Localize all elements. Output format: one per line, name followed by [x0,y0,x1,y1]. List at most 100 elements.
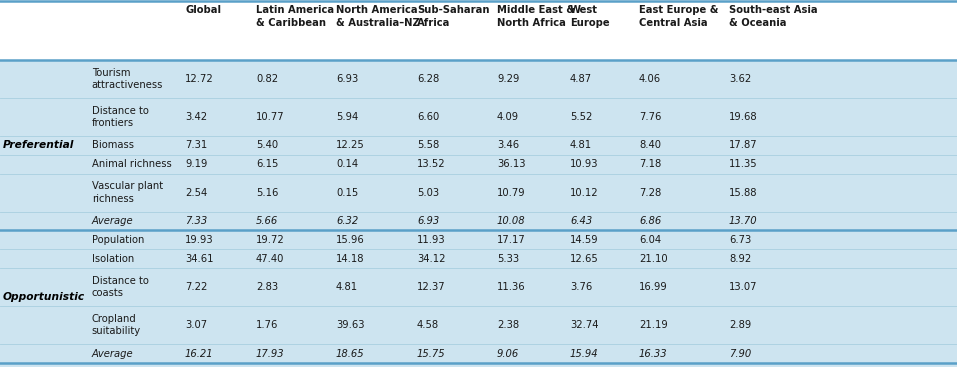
Text: 11.93: 11.93 [417,235,446,245]
Bar [0,0,957,60]
Text: Population: Population [92,235,145,245]
Text: 13.70: 13.70 [729,216,758,226]
Text: 11.36: 11.36 [497,282,525,292]
Text: 13.07: 13.07 [729,282,758,292]
Text: 9.06: 9.06 [497,349,520,359]
Text: 5.16: 5.16 [256,188,278,197]
Text: 7.28: 7.28 [639,188,661,197]
Text: South-east Asia
& Oceania: South-east Asia & Oceania [729,5,817,28]
Text: 3.62: 3.62 [729,74,751,84]
Text: 3.42: 3.42 [185,112,207,122]
Text: 5.66: 5.66 [256,216,278,226]
Text: 4.06: 4.06 [639,74,661,84]
Text: 8.40: 8.40 [639,140,661,150]
Text: 12.37: 12.37 [417,282,446,292]
Text: 7.22: 7.22 [185,282,208,292]
Text: 47.40: 47.40 [256,254,284,264]
Text: Distance to
coasts: Distance to coasts [92,276,148,298]
Text: 17.87: 17.87 [729,140,758,150]
Text: 12.65: 12.65 [570,254,599,264]
Text: 19.93: 19.93 [185,235,213,245]
Bar [0,60,957,367]
Text: 9.19: 9.19 [185,159,208,169]
Text: 10.77: 10.77 [256,112,284,122]
Text: 5.94: 5.94 [336,112,358,122]
Text: 19.68: 19.68 [729,112,758,122]
Text: Sub-Saharan
Africa: Sub-Saharan Africa [417,5,489,28]
Text: 6.86: 6.86 [639,216,661,226]
Text: 5.03: 5.03 [417,188,439,197]
Text: 15.75: 15.75 [417,349,446,359]
Text: 16.99: 16.99 [639,282,668,292]
Text: 16.33: 16.33 [639,349,668,359]
Text: 14.59: 14.59 [570,235,599,245]
Text: Average: Average [92,216,133,226]
Text: 12.72: 12.72 [185,74,213,84]
Text: 6.32: 6.32 [336,216,358,226]
Text: North America
& Australia–NZ: North America & Australia–NZ [336,5,420,28]
Text: 9.29: 9.29 [497,74,520,84]
Text: Biomass: Biomass [92,140,134,150]
Text: 36.13: 36.13 [497,159,525,169]
Text: West
Europe: West Europe [570,5,610,28]
Text: Distance to
frontiers: Distance to frontiers [92,106,148,128]
Text: 2.38: 2.38 [497,320,519,330]
Text: 2.89: 2.89 [729,320,751,330]
Text: 16.21: 16.21 [185,349,213,359]
Text: 6.93: 6.93 [417,216,439,226]
Text: 5.52: 5.52 [570,112,592,122]
Text: 2.83: 2.83 [256,282,278,292]
Text: 6.04: 6.04 [639,235,661,245]
Text: 39.63: 39.63 [336,320,365,330]
Text: Cropland
suitability: Cropland suitability [92,314,141,336]
Text: 6.93: 6.93 [336,74,358,84]
Text: Middle East &
North Africa: Middle East & North Africa [497,5,575,28]
Text: 21.10: 21.10 [639,254,668,264]
Text: Animal richness: Animal richness [92,159,171,169]
Text: 7.33: 7.33 [185,216,208,226]
Text: 34.61: 34.61 [185,254,213,264]
Text: 7.18: 7.18 [639,159,661,169]
Text: 15.94: 15.94 [570,349,599,359]
Text: 2.54: 2.54 [185,188,208,197]
Text: 4.09: 4.09 [497,112,519,122]
Text: Vascular plant
richness: Vascular plant richness [92,181,163,204]
Text: 0.14: 0.14 [336,159,358,169]
Text: 0.15: 0.15 [336,188,358,197]
Text: Latin America
& Caribbean: Latin America & Caribbean [256,5,334,28]
Text: 6.15: 6.15 [256,159,278,169]
Text: 4.58: 4.58 [417,320,439,330]
Text: 10.08: 10.08 [497,216,525,226]
Text: 18.65: 18.65 [336,349,365,359]
Text: 7.90: 7.90 [729,349,751,359]
Text: 5.33: 5.33 [497,254,519,264]
Text: 11.35: 11.35 [729,159,758,169]
Text: 3.07: 3.07 [185,320,207,330]
Text: 4.87: 4.87 [570,74,592,84]
Text: 15.88: 15.88 [729,188,758,197]
Text: 15.96: 15.96 [336,235,365,245]
Text: Global: Global [185,5,221,15]
Text: 17.17: 17.17 [497,235,525,245]
Text: 5.58: 5.58 [417,140,439,150]
Text: Tourism
attractiveness: Tourism attractiveness [92,68,164,90]
Text: East Europe &
Central Asia: East Europe & Central Asia [639,5,719,28]
Text: 34.12: 34.12 [417,254,446,264]
Text: 13.52: 13.52 [417,159,446,169]
Text: 6.73: 6.73 [729,235,751,245]
Text: 4.81: 4.81 [570,140,592,150]
Text: 6.43: 6.43 [570,216,592,226]
Text: 4.81: 4.81 [336,282,358,292]
Text: 12.25: 12.25 [336,140,365,150]
Text: 6.60: 6.60 [417,112,439,122]
Text: 10.79: 10.79 [497,188,525,197]
Text: 19.72: 19.72 [256,235,285,245]
Text: 32.74: 32.74 [570,320,598,330]
Text: 3.46: 3.46 [497,140,519,150]
Text: 17.93: 17.93 [256,349,284,359]
Text: Isolation: Isolation [92,254,134,264]
Text: 1.76: 1.76 [256,320,278,330]
Text: 7.76: 7.76 [639,112,661,122]
Text: 10.12: 10.12 [570,188,599,197]
Text: 14.18: 14.18 [336,254,365,264]
